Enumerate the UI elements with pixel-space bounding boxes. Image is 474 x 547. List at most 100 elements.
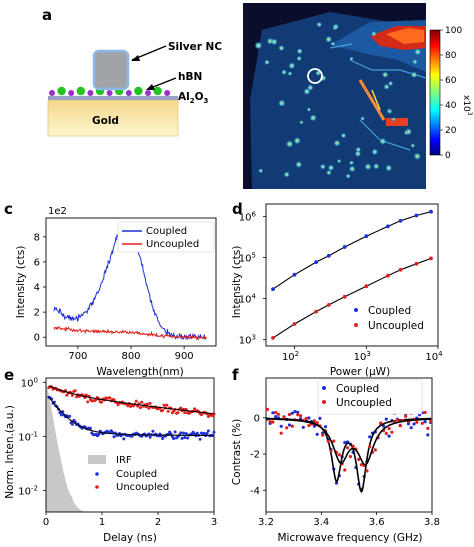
panel-e-point-coupled — [212, 430, 216, 434]
panel-f-point-coupled — [384, 417, 388, 421]
panel-f-point-uncoupled — [299, 414, 303, 418]
panel-d-point-coupled — [429, 209, 433, 214]
panel-d-legend-marker — [354, 308, 358, 312]
gold-substrate — [47, 99, 179, 137]
panel-label-e: e — [4, 366, 14, 384]
panel-f-point-uncoupled — [426, 426, 430, 430]
panel-e-point-coupled — [148, 435, 152, 439]
panel-f-point-coupled — [307, 416, 311, 420]
emitter-spot — [316, 21, 323, 28]
bright-streak — [358, 79, 386, 121]
emitter-spot — [309, 114, 317, 122]
emitter-spot — [354, 150, 362, 157]
panel-c-xtick-label: 700 — [68, 351, 87, 362]
panel-f-point-uncoupled — [290, 424, 294, 428]
panel-f-point-uncoupled — [395, 418, 399, 422]
emitter-spot — [330, 41, 336, 47]
panel-f-point-uncoupled — [420, 421, 424, 425]
panel-f-point-coupled — [323, 425, 328, 429]
panel-f-point-uncoupled — [373, 448, 377, 452]
emitter-spot — [325, 35, 333, 43]
emitter-spot — [387, 109, 393, 114]
panel-c-plot: 700 800 900 0 2 4 6 8 Coupled Uncoupled — [34, 217, 217, 362]
emitter-spot — [371, 31, 377, 37]
panel-e-point-coupled — [122, 437, 126, 441]
panel-f-point-coupled — [290, 411, 294, 415]
panel-f-point-uncoupled — [312, 419, 316, 423]
panel-e-point-coupled — [182, 431, 185, 435]
panel-d-ylabel: Intensity (cts) — [231, 246, 243, 319]
panel-f-point-uncoupled — [387, 427, 391, 431]
hbn-dot — [125, 90, 132, 96]
emitter-spot — [306, 107, 312, 112]
panel-f-point-uncoupled — [423, 410, 427, 415]
panel-d-xlabel: Power (μW) — [330, 366, 390, 378]
panel-f-point-uncoupled — [279, 431, 283, 435]
hbn-dot — [164, 90, 171, 96]
panel-f-point-uncoupled — [357, 457, 361, 461]
emitter-spot — [319, 163, 326, 170]
hbn-dot — [49, 90, 55, 96]
colorbar-tick-label: 100 — [445, 26, 462, 36]
emitter-spot — [379, 137, 387, 145]
panel-c-legend-label: Uncoupled — [146, 239, 199, 250]
panel-a-schematic: a Gold Silver NC hBN Al2O3 — [42, 6, 222, 137]
panel-d-point-coupled — [364, 234, 369, 239]
hbn-dot — [57, 86, 66, 96]
panel-e-irf-area — [46, 382, 91, 512]
panel-e-point-uncoupled — [73, 389, 77, 393]
panel-e-lifetime: e 0 1 2 3 100 10-1 10-2 IRF Coupled Uncoupled Del… — [4, 366, 217, 544]
emitter-spot — [385, 164, 393, 172]
emitter-spot — [299, 120, 304, 125]
panel-f-legend-label: Coupled — [336, 383, 379, 395]
panel-d-ytick-label: 105 — [239, 251, 256, 264]
panel-f-point-coupled — [426, 433, 430, 437]
panel-d-point-uncoupled — [326, 303, 331, 307]
panel-f-xtick-label: 3.2 — [258, 517, 274, 528]
hbn-arrowhead — [146, 84, 155, 90]
panel-f-point-uncoupled — [307, 423, 311, 428]
panel-f-legend-marker — [322, 400, 326, 404]
panel-f-point-coupled — [412, 422, 416, 426]
panel-c-ytick-label: 6 — [34, 257, 40, 268]
panel-d-point-uncoupled — [364, 284, 369, 289]
emitter-spot — [327, 164, 335, 172]
bright-streak-2 — [371, 89, 381, 111]
panel-e-plot: 0 1 2 3 100 10-1 10-2 IRF Coupled Uncoupled — [18, 376, 217, 528]
panel-f-point-coupled — [312, 424, 316, 428]
panel-d-point-uncoupled — [398, 267, 403, 272]
hbn-dot — [68, 90, 75, 96]
panel-e-point-uncoupled — [100, 400, 104, 404]
emitter-spot — [288, 62, 296, 70]
panel-d-xtick-label: 103 — [354, 350, 371, 363]
silver-nanocube — [92, 49, 130, 91]
al2o3-layer — [48, 96, 178, 100]
panel-e-point-coupled — [186, 436, 190, 440]
panel-f-point-uncoupled — [265, 407, 269, 411]
panel-f-point-coupled — [318, 416, 322, 420]
emitter-spot — [412, 59, 418, 65]
panel-f-point-uncoupled — [429, 420, 433, 424]
panel-e-xtick-label: 1 — [99, 517, 105, 528]
hbn-label: hBN — [178, 71, 202, 83]
panel-d-point-coupled — [414, 213, 419, 218]
emitter-spot — [348, 165, 356, 173]
emitter-spot — [285, 140, 294, 148]
panel-e-point-uncoupled — [183, 411, 187, 415]
panel-c-xtick-label: 800 — [121, 351, 140, 362]
panel-f-ytick-label: 0 — [254, 413, 260, 424]
panel-d-point-uncoupled — [292, 322, 297, 326]
panel-d-point-coupled — [342, 245, 347, 249]
panel-f-point-coupled — [271, 411, 275, 415]
panel-d-legend-label: Coupled — [368, 305, 411, 317]
panel-f-xlabel: Microwave frequency (GHz) — [277, 532, 422, 544]
panel-f-point-coupled — [279, 424, 283, 428]
panel-e-point-uncoupled — [86, 400, 90, 404]
panel-e-legend-marker — [95, 485, 99, 489]
colorbar-tick-label: 0 — [445, 151, 451, 161]
panel-e-point-coupled — [205, 432, 209, 435]
emitter-spot — [340, 132, 347, 139]
emitter-spot — [383, 83, 390, 90]
panel-e-point-uncoupled — [148, 401, 152, 405]
hbn-dot — [76, 86, 86, 96]
